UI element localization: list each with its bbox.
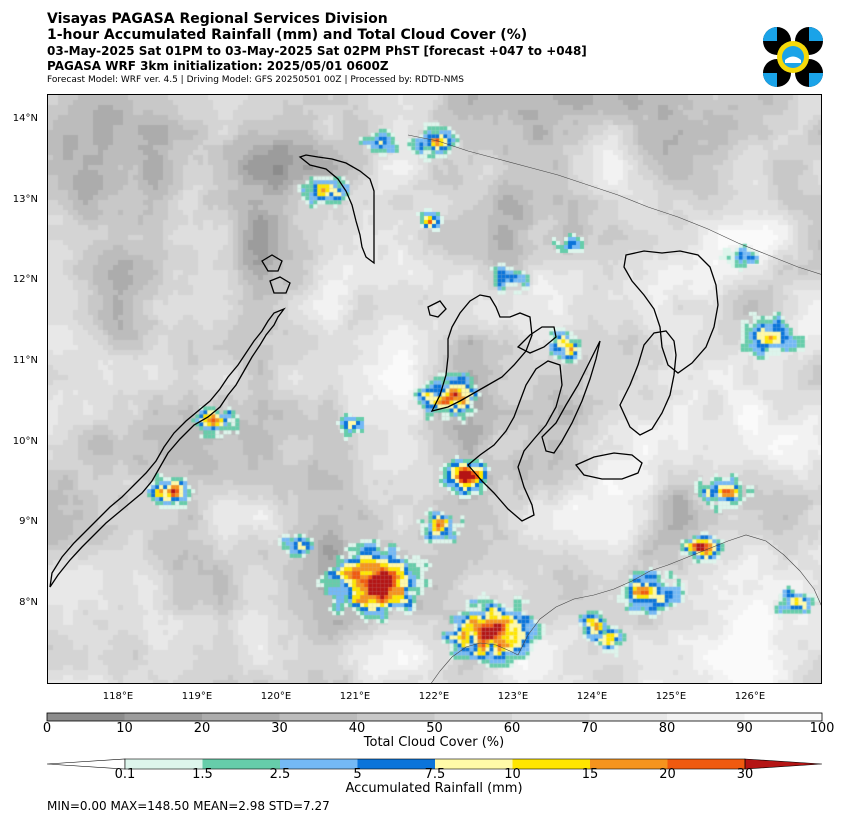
forecast-map bbox=[47, 94, 822, 684]
romblon-coastline bbox=[427, 300, 447, 318]
masbate-coastline bbox=[516, 326, 557, 354]
mindanao-coastline bbox=[517, 534, 821, 656]
zamboanga-coastline bbox=[431, 642, 519, 683]
cloud-colorbar-segment bbox=[124, 713, 203, 721]
lat-label: 11°N bbox=[12, 355, 38, 366]
rain-colorbar-tick: 10 bbox=[504, 767, 521, 782]
lon-label: 125°E bbox=[655, 691, 687, 702]
rain-colorbar-segment bbox=[357, 759, 436, 769]
lon-label: 126°E bbox=[734, 691, 766, 702]
cloud-colorbar-segment bbox=[279, 713, 358, 721]
rain-colorbar-segment bbox=[435, 759, 513, 769]
lat-label: 12°N bbox=[12, 274, 38, 285]
cloud-colorbar-tick: 90 bbox=[736, 721, 753, 736]
rain-colorbar-tick: 7.5 bbox=[424, 767, 446, 782]
pagasa-logo-icon bbox=[763, 27, 823, 87]
lon-label: 120°E bbox=[260, 691, 292, 702]
rain-colorbar-tick: 30 bbox=[736, 767, 754, 782]
negros-coastline bbox=[467, 360, 563, 522]
lon-label: 123°E bbox=[497, 691, 529, 702]
luzon-coastline bbox=[407, 134, 821, 275]
model-info: Forecast Model: WRF ver. 4.5 | Driving M… bbox=[47, 75, 464, 85]
rain-colorbar-under-arrow bbox=[46, 758, 126, 770]
lon-label: 118°E bbox=[102, 691, 134, 702]
cloud-colorbar-tick: 80 bbox=[658, 721, 676, 736]
lat-label: 13°N bbox=[12, 194, 38, 205]
cloud-colorbar-title: Total Cloud Cover (%) bbox=[363, 735, 505, 750]
rainfall-cloud-field bbox=[48, 95, 821, 683]
lat-label: 14°N bbox=[12, 113, 38, 124]
cloud-colorbar-segment bbox=[202, 713, 280, 721]
valid-time: 03-May-2025 Sat 01PM to 03-May-2025 Sat … bbox=[47, 44, 587, 58]
coastline-layer bbox=[49, 134, 821, 683]
bohol-coastline bbox=[574, 452, 643, 480]
rain-colorbar-segment bbox=[280, 759, 358, 769]
rain-colorbar-title: Accumulated Rainfall (mm) bbox=[345, 781, 523, 796]
cloud-colorbar-outline bbox=[46, 712, 823, 722]
rain-colorbar-tick: 0.1 bbox=[114, 767, 136, 782]
rain-colorbar-tick: 20 bbox=[659, 767, 676, 782]
cloud-colorbar-segment bbox=[512, 713, 590, 721]
rain-colorbar-segment bbox=[202, 759, 281, 769]
rain-colorbar-tick: 5 bbox=[353, 767, 362, 782]
culion-coastline bbox=[269, 276, 291, 294]
rain-colorbar-tick: 2.5 bbox=[269, 767, 291, 782]
rain-colorbar-over-arrow bbox=[744, 758, 823, 770]
rain-colorbar-segment bbox=[590, 759, 668, 769]
lon-label: 122°E bbox=[418, 691, 450, 702]
summary-statistics: MIN=0.00 MAX=148.50 MEAN=2.98 STD=7.27 bbox=[47, 799, 330, 813]
cloud-colorbar-tick: 10 bbox=[116, 721, 133, 736]
rain-colorbar-segment bbox=[512, 759, 591, 769]
cloud-colorbar-tick: 30 bbox=[271, 721, 288, 736]
rain-colorbar-tick: 15 bbox=[581, 767, 599, 782]
rainfall-colorbar bbox=[46, 758, 823, 770]
cloud-colorbar-tick: 20 bbox=[193, 721, 211, 736]
cloud-colorbar-tick: 70 bbox=[581, 721, 598, 736]
samar-coastline bbox=[623, 250, 719, 374]
cloud-colorbar-segment bbox=[357, 713, 435, 721]
lon-label: 124°E bbox=[576, 691, 608, 702]
busuanga-coastline bbox=[261, 254, 283, 272]
cloud-colorbar-segment bbox=[744, 713, 823, 721]
rain-colorbar-outline bbox=[124, 758, 746, 770]
rain-colorbar-segment bbox=[125, 759, 203, 769]
cloud-colorbar-segment bbox=[667, 713, 745, 721]
rain-colorbar-segment bbox=[667, 759, 746, 769]
cloud-colorbar-tick: 50 bbox=[426, 721, 443, 736]
rain-colorbar-tick: 1.5 bbox=[192, 767, 213, 782]
mindoro-coastline bbox=[298, 154, 375, 265]
cloud-cover-colorbar bbox=[46, 712, 823, 722]
leyte-coastline bbox=[619, 330, 677, 436]
cloud-colorbar-tick: 60 bbox=[503, 721, 521, 736]
cebu-coastline bbox=[541, 340, 601, 454]
init-time: PAGASA WRF 3km initialization: 2025/05/0… bbox=[47, 59, 389, 73]
cloud-colorbar-tick: 40 bbox=[348, 721, 366, 736]
lon-label: 121°E bbox=[339, 691, 371, 702]
cloud-colorbar-segment bbox=[434, 713, 513, 721]
lon-label: 119°E bbox=[181, 691, 213, 702]
cloud-colorbar-tick: 100 bbox=[809, 721, 835, 736]
lat-label: 10°N bbox=[12, 436, 38, 447]
cloud-colorbar-tick: 0 bbox=[42, 721, 52, 736]
palawan-coastline bbox=[49, 307, 286, 588]
chart-title: Visayas PAGASA Regional Services Divisio… bbox=[47, 11, 388, 27]
lat-label: 8°N bbox=[19, 597, 38, 608]
panay-coastline bbox=[430, 294, 533, 412]
chart-subtitle: 1-hour Accumulated Rainfall (mm) and Tot… bbox=[47, 27, 528, 43]
cloud-colorbar-segment bbox=[47, 713, 125, 721]
cloud-colorbar-segment bbox=[589, 713, 668, 721]
lat-label: 9°N bbox=[19, 516, 38, 527]
